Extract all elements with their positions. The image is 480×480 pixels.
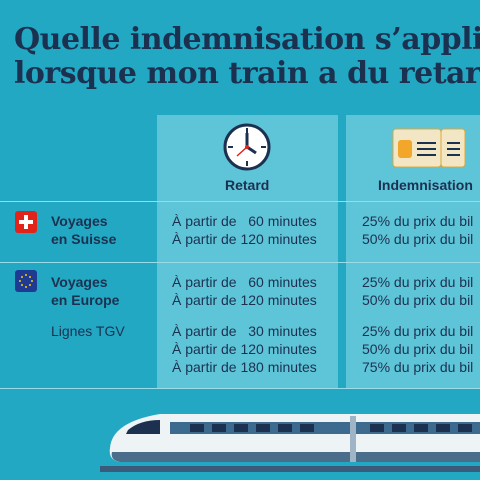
compensation-cell: 25% du prix du bil: [362, 274, 474, 290]
delay-cell: À partir de 120 minutes: [172, 341, 317, 357]
divider: [0, 388, 480, 389]
divider: [0, 262, 480, 263]
title-line: Quelle indemnisation s’appliq: [14, 22, 480, 57]
swiss-flag: [15, 211, 37, 233]
delay-cell: À partir de 120 minutes: [172, 231, 317, 247]
compensation-cell: 50% du prix du bil: [362, 231, 474, 247]
column-header: Indemnisation: [378, 177, 473, 193]
compensation-cell: 50% du prix du bil: [362, 292, 474, 308]
compensation-cell: 25% du prix du bil: [362, 213, 474, 229]
group-label: Voyages: [51, 213, 108, 229]
train-illustration: [100, 414, 480, 472]
title-line: lorsque mon train a du retard: [14, 56, 480, 91]
delay-cell: À partir de 180 minutes: [172, 359, 317, 375]
group-label: en Europe: [51, 292, 120, 308]
column-header: Retard: [225, 177, 270, 193]
compensation-cell: 25% du prix du bil: [362, 323, 474, 339]
delay-cell: À partir de 120 minutes: [172, 292, 317, 308]
clock-icon: [223, 123, 271, 171]
compensation-cell: 50% du prix du bil: [362, 341, 474, 357]
ticket-icon: [392, 128, 466, 168]
group-label: Voyages: [51, 274, 108, 290]
delay-cell: À partir de 60 minutes: [172, 213, 317, 229]
group-label: en Suisse: [51, 231, 117, 247]
divider: [0, 201, 480, 202]
delay-cell: À partir de 60 minutes: [172, 274, 317, 290]
eu-flag: [15, 270, 37, 292]
delay-cell: À partir de 30 minutes: [172, 323, 317, 339]
compensation-cell: 75% du prix du bil: [362, 359, 474, 375]
group-label: Lignes TGV: [51, 323, 125, 339]
